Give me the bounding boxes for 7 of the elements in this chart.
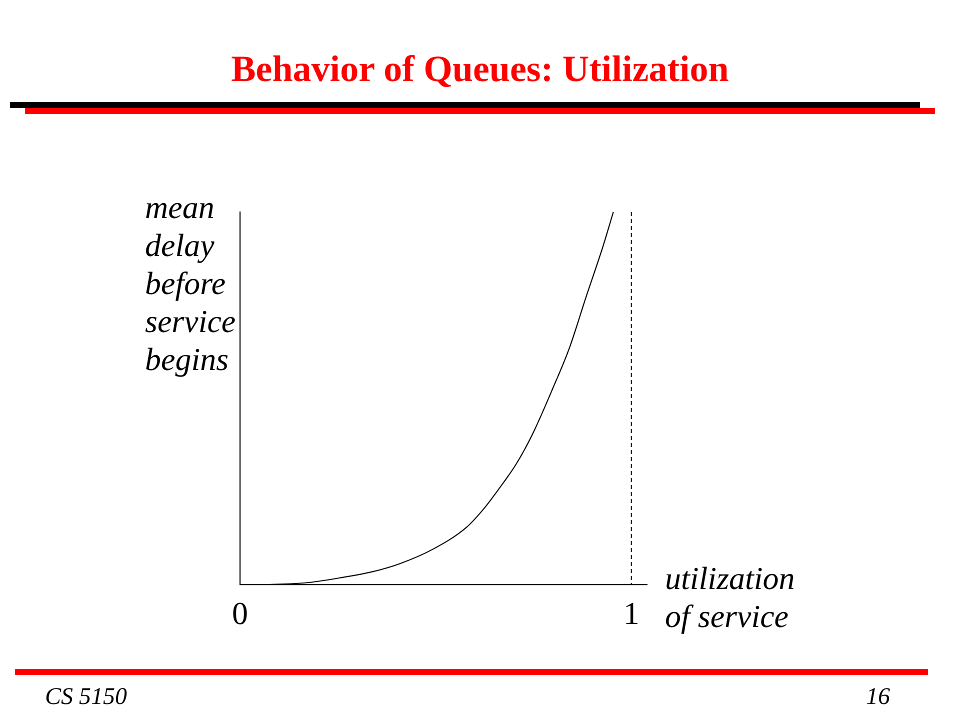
- text: 16: [866, 684, 890, 710]
- x-tick-label: 1: [623, 595, 640, 632]
- x-axis-title: utilization of service: [665, 559, 796, 635]
- y-axis-title: mean delay before service begins: [145, 188, 236, 378]
- chart-title: Behavior of Queues: Utilization: [230, 48, 730, 92]
- x-tick-label: 0: [232, 595, 248, 632]
- text: CS 5150: [45, 684, 128, 710]
